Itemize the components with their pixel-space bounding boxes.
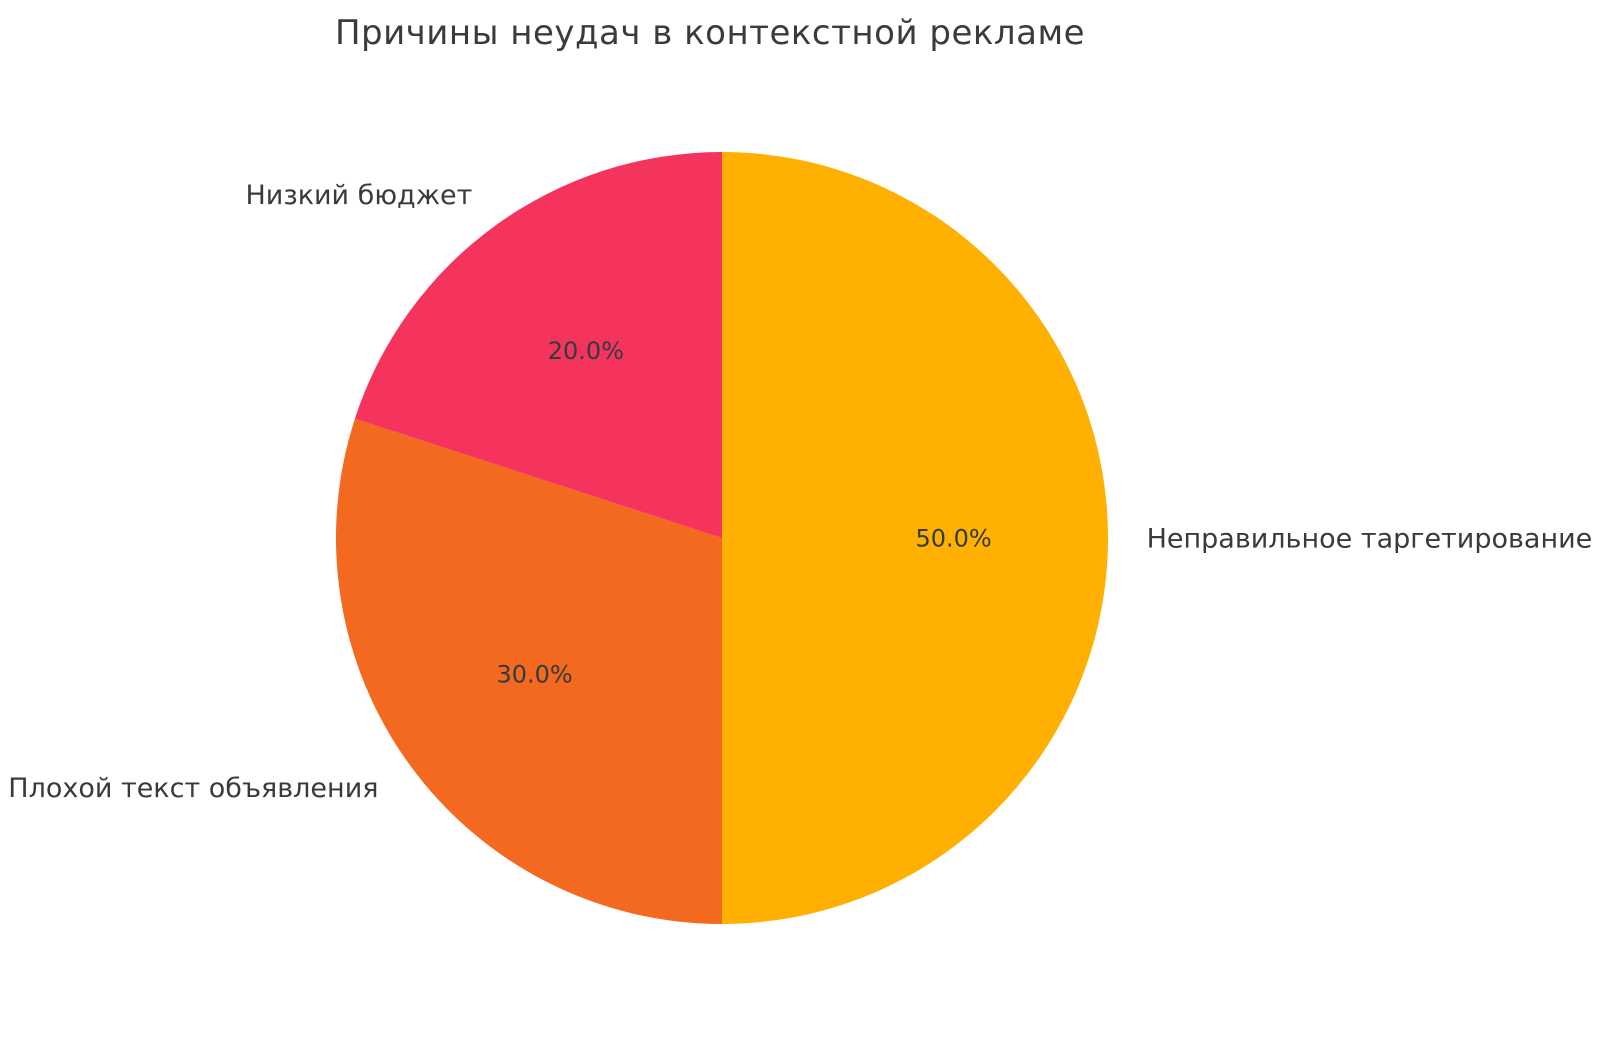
slice-label-0: Неправильное таргетирование	[1147, 523, 1593, 554]
slice-label-1: Плохой текст объявления	[8, 773, 378, 804]
slice-label-2: Низкий бюджет	[245, 180, 472, 211]
pie-slice-0	[722, 152, 1108, 924]
percent-label-2: 20.0%	[548, 337, 624, 365]
pie-slice-2	[354, 152, 722, 538]
pie-slice-1	[335, 418, 722, 924]
percent-label-0: 50.0%	[915, 524, 991, 552]
chart-title: Причины неудач в контекстной рекламе	[334, 13, 1086, 53]
percent-label-1: 30.0%	[496, 661, 572, 689]
